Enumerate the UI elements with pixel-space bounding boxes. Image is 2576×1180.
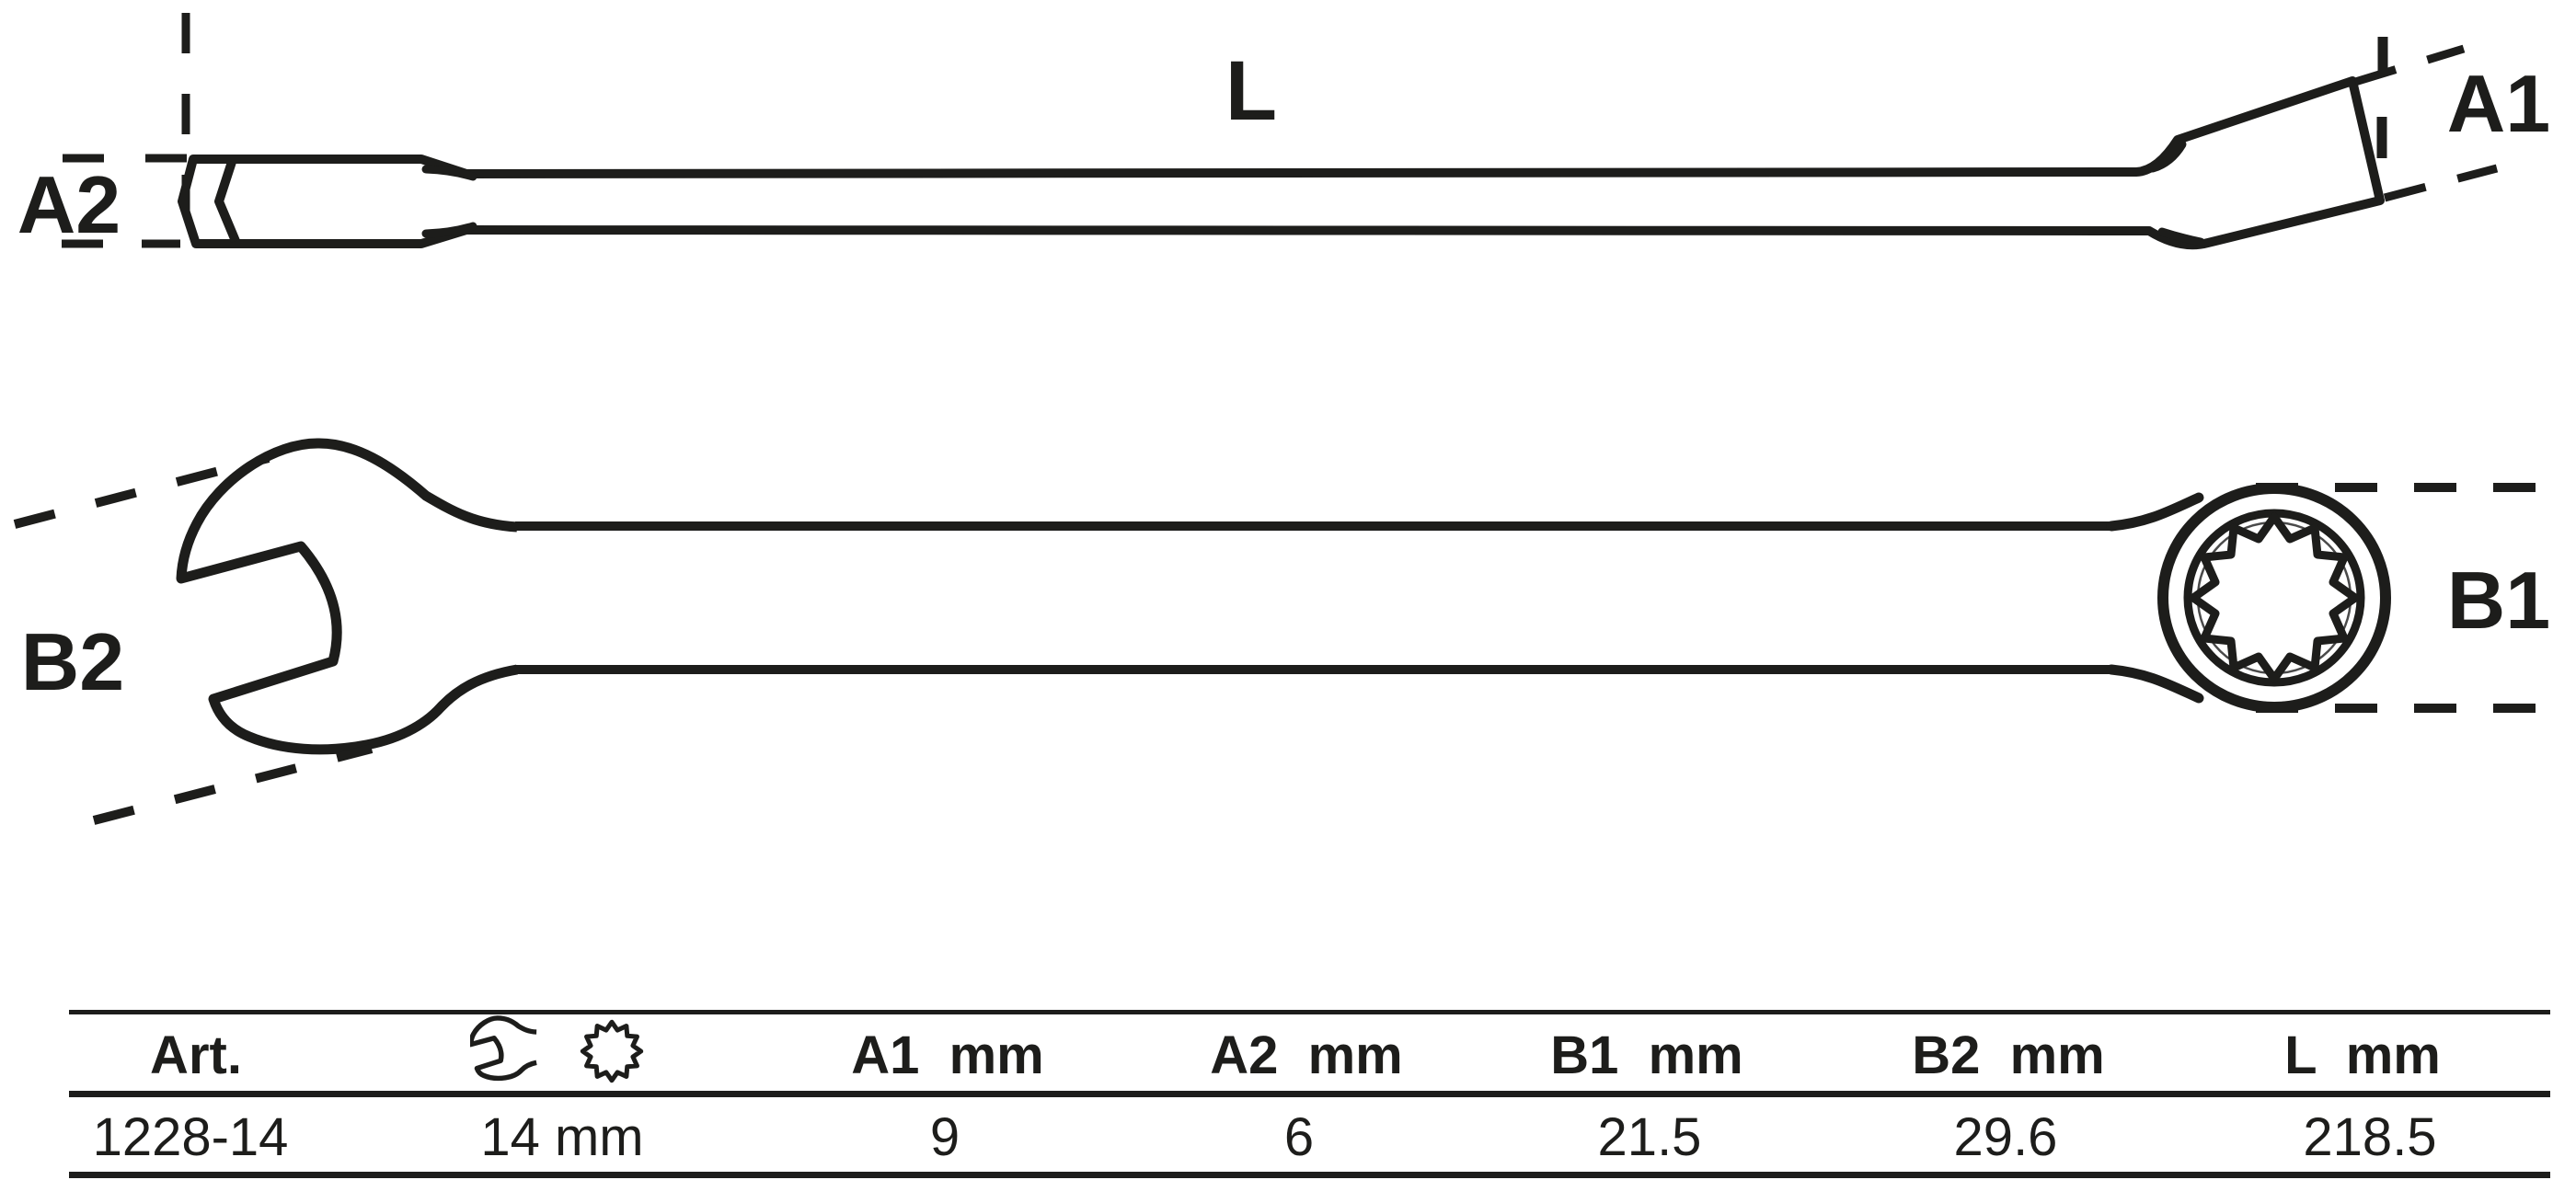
cell-l: 218.5 <box>2303 1107 2437 1167</box>
open-end-head-outline <box>176 438 518 755</box>
cell-article-number: 1228-14 <box>92 1107 289 1167</box>
twelve-point-profile <box>2189 512 2360 683</box>
table-rule-top <box>69 1010 2550 1014</box>
column-header-b1: B1 mm <box>1550 1025 1743 1085</box>
jaw-bevel-line <box>214 160 240 243</box>
side-view-outline <box>178 76 2385 250</box>
ring-chamfer-circle <box>2183 509 2365 687</box>
neck-fillet-bottom-right <box>2157 227 2205 246</box>
a1-extension-top <box>2353 44 2466 86</box>
table-rule-bottom <box>69 1172 2550 1178</box>
column-header-art: Art. <box>150 1025 242 1085</box>
ring-neck-bottom <box>2106 664 2204 704</box>
wrench-side-view: L A2 A1 <box>17 13 2551 250</box>
cell-size: 14 mm <box>480 1107 644 1167</box>
b2-extension-bottom <box>92 744 374 825</box>
a1-extension-bottom <box>2383 164 2499 202</box>
column-header-a2: A2 mm <box>1210 1025 1403 1085</box>
cell-a1: 9 <box>929 1107 960 1167</box>
wrench-face-view: B2 B1 <box>13 438 2563 825</box>
length-label: L <box>1225 44 1277 138</box>
column-header-b2: B2 mm <box>1912 1025 2105 1085</box>
cell-b2: 29.6 <box>1953 1107 2058 1167</box>
cell-b1: 21.5 <box>1597 1107 1702 1167</box>
column-header-l: L mm <box>2284 1025 2441 1085</box>
a1-label: A1 <box>2447 58 2551 149</box>
cell-a2: 6 <box>1283 1107 1315 1167</box>
ring-neck-top <box>2106 492 2204 532</box>
size-column-icons <box>470 1015 645 1086</box>
table-rule-header <box>69 1091 2550 1097</box>
neck-fillet-top-left <box>421 165 477 181</box>
a2-label: A2 <box>17 159 121 250</box>
b2-label: B2 <box>21 616 125 707</box>
open-end-wrench-icon <box>470 1015 537 1082</box>
b2-extension-top <box>13 453 270 529</box>
column-header-a1: A1 mm <box>851 1025 1044 1085</box>
ring-bore-edge-circle <box>2196 521 2352 675</box>
neck-fillet-top-right <box>2148 140 2187 173</box>
b1-label: B1 <box>2447 555 2551 646</box>
twelve-point-ring-icon <box>580 1019 644 1083</box>
neck-fillet-bottom-left <box>421 222 477 238</box>
